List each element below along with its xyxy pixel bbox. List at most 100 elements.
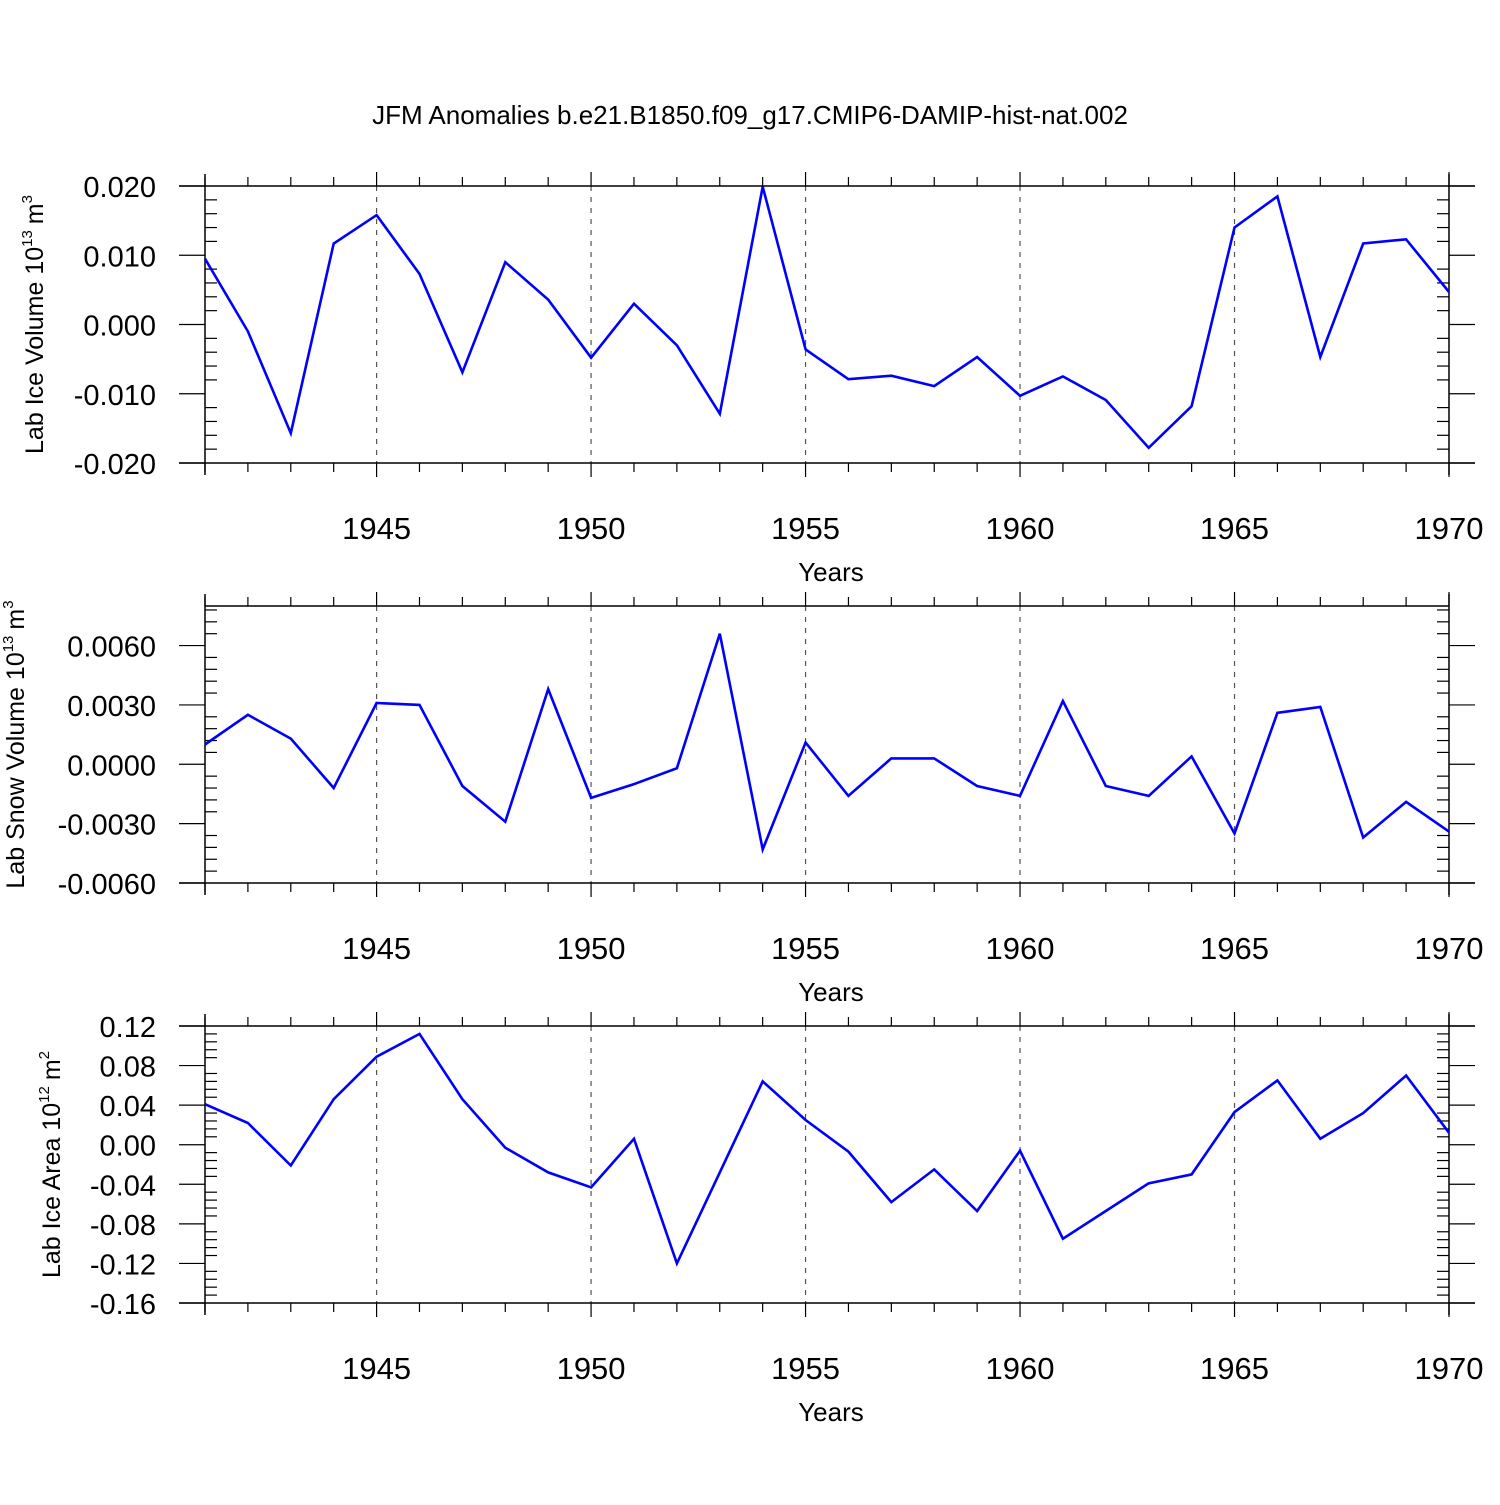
data-point (932, 1167, 936, 1171)
y-axis-title-unit-exponent: 3 (19, 195, 36, 203)
data-point (460, 1097, 464, 1101)
data-point (332, 786, 336, 790)
data-point (1147, 794, 1151, 798)
x-tick-label: 1950 (557, 931, 626, 966)
y-axis-title: Lab Ice Volume 1013 m3 (19, 195, 49, 454)
data-point (375, 1055, 379, 1059)
y-axis-title-unit: m (2, 609, 30, 630)
data-point (417, 272, 421, 276)
y-tick-label: -0.020 (74, 449, 156, 481)
data-point (1061, 374, 1065, 378)
y-axis-title-main: Lab Ice Volume 10 (21, 247, 49, 454)
data-point (1233, 226, 1237, 230)
data-point (675, 1261, 679, 1265)
data-point (889, 374, 893, 378)
y-axis-title: Lab Ice Area 1012 m2 (36, 1051, 66, 1278)
x-tick-label: 1970 (1415, 931, 1484, 966)
y-tick-label: 0.08 (100, 1052, 156, 1084)
data-point (718, 412, 722, 416)
y-axis-title-main: Lab Ice Area 10 (38, 1103, 66, 1278)
data-point (1447, 290, 1451, 294)
data-point (1318, 1137, 1322, 1141)
y-tick-label: 0.010 (83, 241, 156, 273)
data-point (503, 1146, 507, 1150)
data-point (546, 687, 550, 691)
x-axis-title: Years (798, 1397, 864, 1427)
x-tick-label: 1945 (342, 511, 411, 546)
data-point (761, 1079, 765, 1083)
series-line (204, 1032, 1451, 1267)
x-tick-label: 1955 (771, 931, 840, 966)
data-point (417, 1032, 421, 1036)
data-point (503, 260, 507, 264)
data-point (460, 784, 464, 788)
data-point (632, 1137, 636, 1141)
data-point (1018, 394, 1022, 398)
x-tick-label: 1970 (1415, 1351, 1484, 1386)
data-point (1404, 237, 1408, 241)
y-axis-title: Lab Snow Volume 1013 m3 (0, 600, 30, 888)
data-point (1147, 446, 1151, 450)
panels: 1945 1950 1955 1960 1965 1970 0.020 0.010 0.000 -… (0, 172, 1483, 1427)
y-axis-title-exponent: 13 (0, 636, 17, 653)
y-tick-label: 0.12 (100, 1012, 156, 1044)
chart-title: JFM Anomalies b.e21.B1850.f09_g17.CMIP6-… (372, 100, 1128, 130)
data-point (1318, 705, 1322, 709)
x-tick-label: 1950 (557, 1351, 626, 1386)
data-point (1104, 784, 1108, 788)
x-tick-label: 1945 (342, 931, 411, 966)
data-point (1404, 1073, 1408, 1077)
data-point (332, 1097, 336, 1101)
data-point (1361, 1111, 1365, 1115)
data-point (1361, 835, 1365, 839)
y-tick-label: 0.00 (100, 1131, 156, 1163)
y-axis-title-unit: m (38, 1059, 66, 1080)
y-tick-label: 0.04 (100, 1091, 156, 1123)
data-point (761, 847, 765, 851)
data-point (804, 347, 808, 351)
data-point (1061, 1237, 1065, 1241)
x-tick-label: 1960 (986, 931, 1055, 966)
y-tick-label: 0.000 (83, 311, 156, 343)
data-point (246, 713, 250, 717)
data-point (1447, 1131, 1451, 1135)
y-tick-label: -0.010 (74, 380, 156, 412)
data-point (289, 1163, 293, 1167)
x-tick-label: 1960 (986, 1351, 1055, 1386)
data-point (546, 298, 550, 302)
y-axis-title-exponent: 13 (19, 230, 36, 247)
data-point (332, 241, 336, 245)
data-point (804, 1118, 808, 1122)
data-point (289, 737, 293, 741)
y-tick-label: -0.0060 (58, 869, 156, 901)
data-point (246, 329, 250, 333)
y-tick-label: 0.0030 (67, 691, 156, 723)
data-point (1275, 194, 1279, 198)
data-point (1447, 830, 1451, 834)
x-tick-label: 1955 (771, 511, 840, 546)
data-point (1190, 1172, 1194, 1176)
y-axis-title-unit-exponent: 2 (36, 1051, 53, 1059)
panel-2: 1945 1950 1955 1960 1965 1970 0.0060 0.0030 0.00… (0, 592, 1483, 1007)
data-point (246, 1121, 250, 1125)
data-point (846, 794, 850, 798)
y-tick-label: 0.0000 (67, 750, 156, 782)
data-point (1104, 1209, 1108, 1213)
y-tick-label: -0.12 (90, 1249, 156, 1281)
x-tick-label: 1970 (1415, 511, 1484, 546)
data-point (375, 213, 379, 217)
data-point (804, 741, 808, 745)
data-point (1061, 699, 1065, 703)
data-point (889, 756, 893, 760)
data-point (889, 1200, 893, 1204)
data-point (761, 185, 765, 189)
data-point (1104, 398, 1108, 402)
data-point (975, 784, 979, 788)
data-point (718, 632, 722, 636)
data-point (589, 796, 593, 800)
x-tick-label: 1955 (771, 1351, 840, 1386)
panel-3: 1945 1950 1955 1960 1965 1970 0.12 0.08 0.04 0.00… (36, 1012, 1483, 1427)
data-point (718, 1170, 722, 1174)
